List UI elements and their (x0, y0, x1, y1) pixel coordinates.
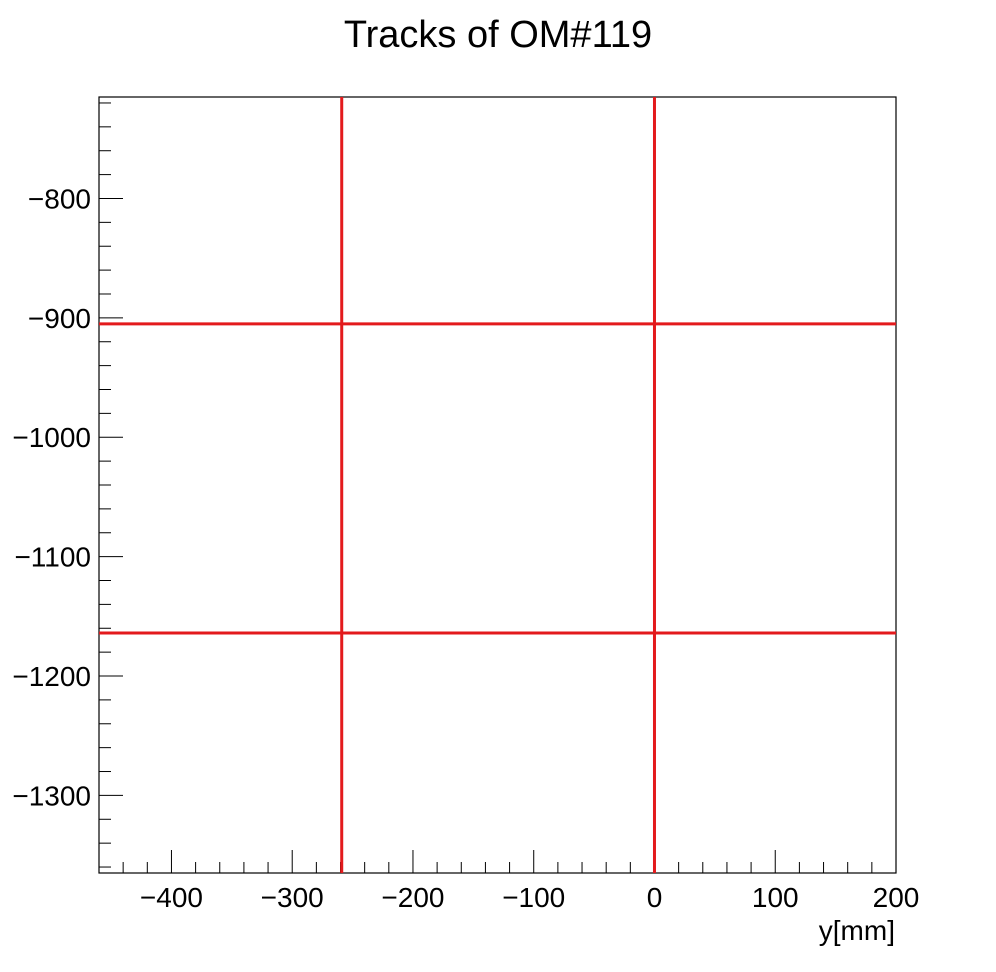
x-tick-label: −100 (502, 882, 565, 913)
x-tick-label: 200 (873, 882, 920, 913)
y-tick-label: −1000 (12, 422, 91, 453)
x-tick-label: 100 (752, 882, 799, 913)
chart-title: Tracks of OM#119 (344, 14, 652, 56)
x-axis-title: y[mm] (819, 915, 895, 946)
y-tick-label: −1300 (12, 780, 91, 811)
x-tick-label: −300 (261, 882, 324, 913)
x-tick-label: 0 (647, 882, 663, 913)
x-tick-label: −400 (140, 882, 203, 913)
track-lines (99, 97, 896, 873)
y-tick-label: −1200 (12, 661, 91, 692)
tick-labels: −400 −300 −200 −100 0 100 200−800−900−1000−110… (12, 183, 919, 913)
y-tick-label: −1100 (14, 542, 91, 573)
y-tick-label: −900 (28, 303, 91, 334)
axis-ticks (98, 102, 897, 873)
y-tick-label: −800 (28, 183, 91, 214)
x-tick-label: −200 (381, 882, 444, 913)
plot-frame (98, 96, 897, 874)
